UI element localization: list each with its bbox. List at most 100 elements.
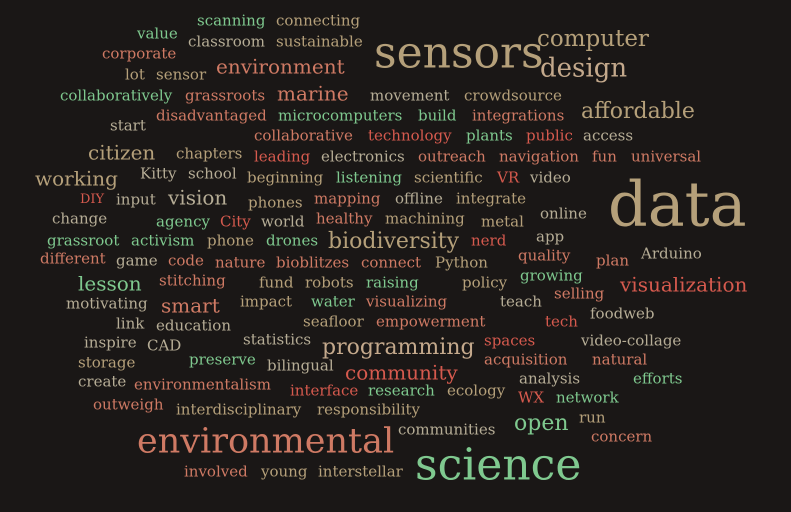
word: online [540,204,587,223]
word: electronics [321,147,405,166]
word: spaces [484,331,536,350]
word: machining [385,209,465,228]
word: teach [500,292,542,311]
word: natural [592,350,648,369]
word: motivating [66,294,148,313]
word: fund [259,273,294,292]
word: game [116,251,158,270]
word: empowerment [376,312,486,331]
word: network [556,388,619,407]
word: environmental [137,421,395,462]
word: technology [368,126,452,145]
word: movement [370,86,450,105]
word: policy [462,273,508,292]
word: sustainable [276,32,363,51]
word: ecology [447,381,506,400]
word: different [40,249,106,268]
word: drones [266,231,319,250]
word: science [415,439,582,491]
word: collaborative [254,126,353,145]
word: chapters [176,144,243,163]
word: change [52,209,108,228]
word: visualization [620,272,748,297]
word: healthy [316,209,373,228]
word: bioblitzes [276,253,350,272]
word: CAD [147,336,182,355]
word: open [514,410,569,436]
word: beginning [247,168,324,187]
word: concern [591,427,653,446]
word: listening [336,168,402,187]
word: link [116,314,145,333]
word: collaboratively [60,86,173,105]
word: efforts [633,369,683,388]
word: offline [395,189,443,208]
word: plants [466,126,513,145]
word: app [536,227,565,246]
word: preserve [189,350,256,369]
word: environmentalism [134,375,271,394]
word: raising [366,273,419,292]
word: analysis [519,369,581,388]
word: Kitty [140,164,177,183]
word: education [156,316,231,335]
word: storage [78,353,136,372]
word: foodweb [590,304,655,323]
word: lot [125,65,145,84]
word: leading [254,147,311,166]
word: interstellar [318,462,403,481]
word: inspire [84,333,137,352]
word: data [608,167,747,241]
word: microcomputers [278,106,403,125]
word: impact [240,292,292,311]
word: seafloor [303,312,364,331]
word: code [168,251,204,270]
word: research [368,381,435,400]
word: quality [518,246,571,265]
word: plan [596,251,630,270]
word: connect [361,253,422,272]
word: value [137,24,178,43]
word: scientific [414,168,483,187]
word: video-collage [581,331,682,350]
word: Arduino [641,244,702,263]
word: vision [168,185,228,210]
word: public [526,126,573,145]
word: nature [215,253,266,272]
word: phone [207,231,254,250]
word: build [418,106,457,125]
word: community [345,360,458,385]
word: lesson [78,271,142,296]
word: navigation [499,147,579,166]
word: communities [398,420,496,439]
word: stitching [159,271,226,290]
word: interdisciplinary [176,400,302,419]
word: activism [131,231,195,250]
word: integrate [456,189,526,208]
word: video [530,168,571,187]
word: City [220,212,251,231]
word: access [583,126,634,145]
word: bilingual [267,356,334,375]
word: classroom [188,32,265,51]
word: nerd [471,231,507,250]
word: fun [592,147,617,166]
word: metal [481,212,524,231]
word: computer [537,26,649,53]
word: sensors [374,27,544,79]
word: outweigh [93,395,164,414]
word: environment [216,54,345,79]
word: grassroots [185,86,266,105]
word: integrations [472,106,565,125]
word: visualizing [366,292,448,311]
word: design [540,53,628,84]
word: corporate [102,44,177,63]
word: agency [156,212,210,231]
word: affordable [581,98,695,124]
word: involved [184,462,248,481]
word: phones [248,193,303,212]
word: young [261,462,308,481]
word: world [261,212,305,231]
word: working [35,166,118,191]
